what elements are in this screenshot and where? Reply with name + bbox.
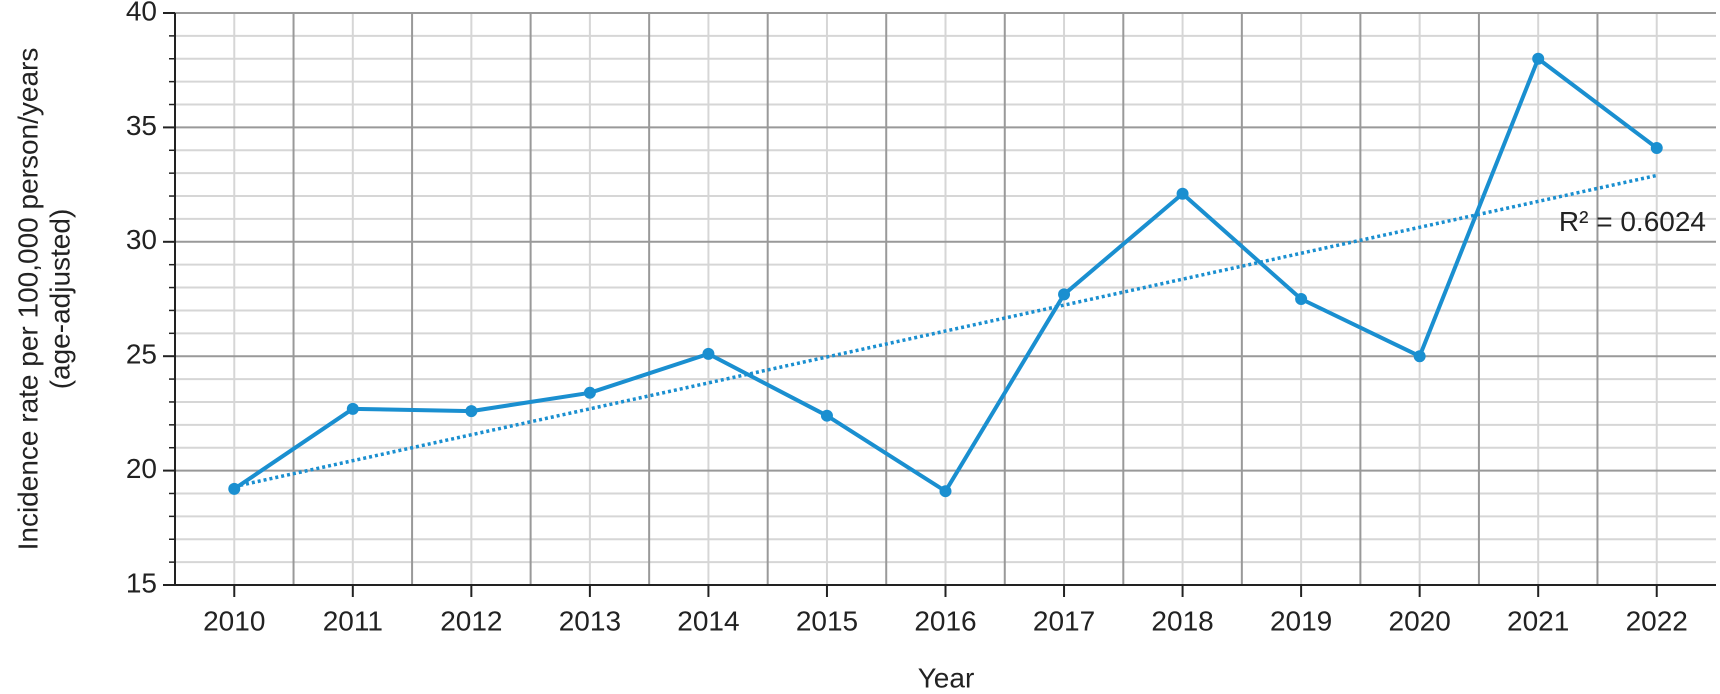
data-point (583, 386, 596, 399)
y-tick-label: 25 (126, 339, 157, 370)
trendline (233, 173, 1658, 489)
x-tick-label: 2016 (914, 605, 976, 636)
x-tick-label: 2019 (1270, 605, 1332, 636)
x-tick-label: 2022 (1626, 605, 1688, 636)
data-point (1650, 141, 1663, 154)
data-point (1413, 350, 1426, 363)
x-tick-label: 2021 (1507, 605, 1569, 636)
x-tick-label: 2014 (677, 605, 739, 636)
y-tick-label: 20 (126, 453, 157, 484)
data-point (1176, 187, 1189, 200)
x-tick-label: 2020 (1389, 605, 1451, 636)
x-tick-label: 2011 (323, 605, 383, 636)
y-axis-label: Incidence rate per 100,000 person/years (12, 48, 43, 551)
data-point (702, 347, 715, 360)
y-tick-label: 40 (126, 0, 157, 26)
y-tick-label: 35 (126, 110, 157, 141)
x-tick-label: 2017 (1033, 605, 1095, 636)
data-point (820, 409, 833, 422)
data-point (1532, 52, 1545, 65)
x-axis-label: Year (918, 662, 975, 693)
y-tick-label: 30 (126, 224, 157, 255)
data-point (465, 405, 478, 418)
y-tick-label: 15 (126, 567, 157, 598)
x-tick-label: 2013 (559, 605, 621, 636)
x-tick-label: 2015 (796, 605, 858, 636)
x-tick-label: 2018 (1151, 605, 1213, 636)
data-point (1058, 288, 1071, 301)
x-tick-label: 2012 (440, 605, 502, 636)
y-axis-label: (age-adjusted) (44, 209, 75, 390)
data-point (1295, 293, 1308, 305)
x-tick-label: 2010 (203, 605, 265, 636)
data-point (346, 402, 359, 415)
data-point (939, 485, 952, 498)
data-point (228, 482, 241, 495)
annotation: R² = 0.6024 (1559, 206, 1706, 237)
